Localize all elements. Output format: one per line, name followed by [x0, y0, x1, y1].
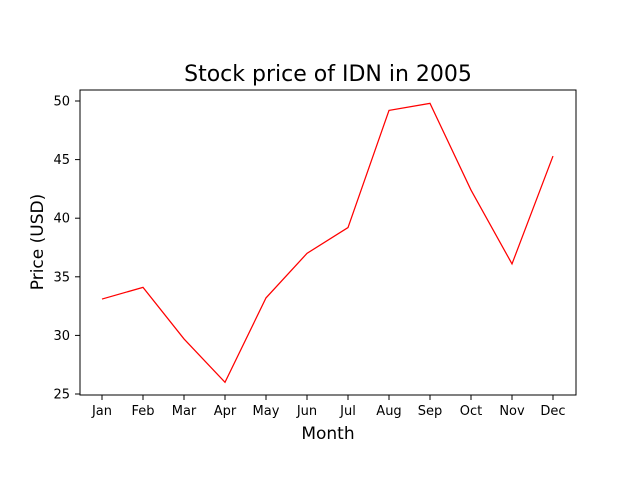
- y-tick-label: 25: [53, 388, 70, 403]
- x-tick-label: May: [253, 404, 280, 419]
- y-tick-label: 30: [53, 329, 70, 344]
- y-axis-label: Price (USD): [28, 194, 48, 290]
- y-axis-ticks: 25 30 35 40 45 50: [53, 95, 80, 403]
- x-tick-label: Jun: [296, 404, 317, 419]
- x-tick-label: Aug: [376, 404, 401, 419]
- x-tick-label: Oct: [460, 404, 482, 419]
- plot-frame: [79, 89, 577, 396]
- y-tick-label: 40: [53, 212, 70, 227]
- x-tick-label: Apr: [214, 404, 237, 419]
- x-tick-label: Jul: [339, 404, 356, 419]
- x-tick-label: Sep: [418, 404, 443, 419]
- series-line: [101, 102, 554, 384]
- x-tick-label: Dec: [540, 404, 565, 419]
- x-tick-label: Feb: [131, 404, 154, 419]
- x-tick-label: Nov: [499, 404, 525, 419]
- x-axis-label: Month: [301, 424, 354, 444]
- x-tick-label: Mar: [172, 404, 197, 419]
- y-tick-label: 35: [53, 270, 70, 285]
- y-tick-label: 50: [53, 95, 70, 110]
- x-tick-label: Jan: [91, 404, 112, 419]
- x-axis-ticks: Jan Feb Mar Apr May Jun Jul Aug Sep Oct Nov Dec: [91, 395, 566, 419]
- y-tick-label: 45: [53, 153, 70, 168]
- chart-title: Stock price of IDN in 2005: [184, 62, 472, 87]
